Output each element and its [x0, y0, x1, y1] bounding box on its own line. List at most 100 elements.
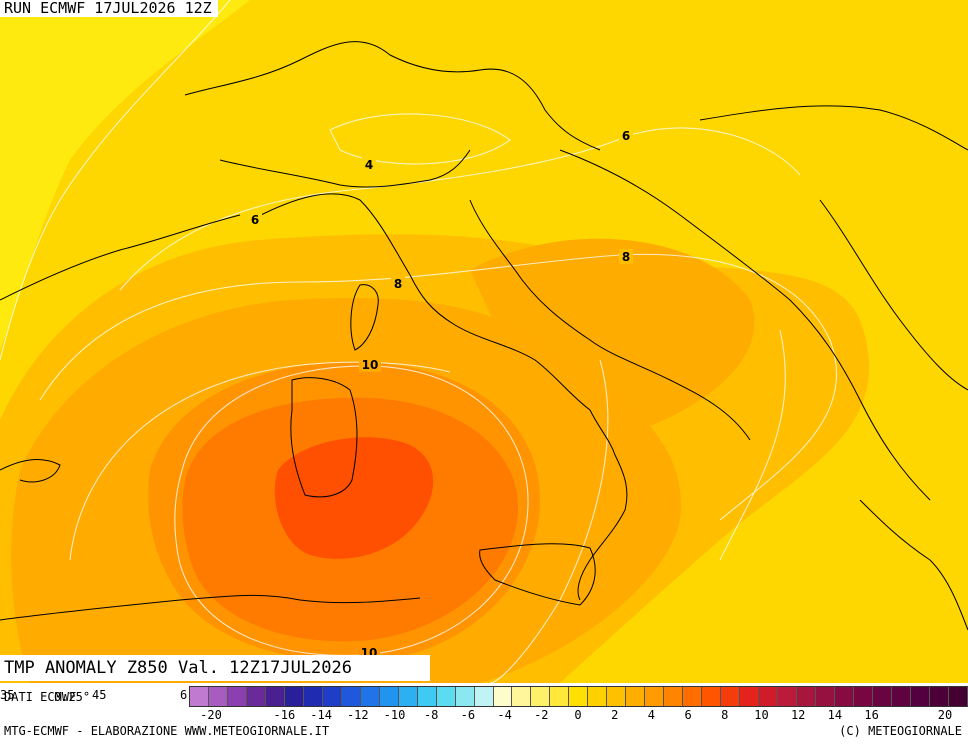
colorbar-cell [379, 687, 399, 706]
colorbar-ticks: -20 -16 -14 -12 -10 -8 -6 -4 -2 0 2 4 6 8 10 12 14 16 20 [189, 708, 968, 724]
coast-sardinia [290, 377, 358, 498]
credit-right: (C) METEOGIORNALE [839, 724, 962, 738]
coast-calabria [577, 509, 626, 601]
colorbar-tick-label: -4 [497, 708, 512, 722]
coast-corsica [350, 284, 379, 351]
colorbar-tick-label: -14 [310, 708, 332, 722]
colorbar [189, 686, 968, 707]
colorbar-cell [815, 687, 835, 706]
coast-greece [859, 499, 968, 631]
coast-sicily [479, 543, 596, 606]
colorbar-cell [303, 687, 323, 706]
coast-balearic [0, 459, 61, 483]
colorbar-tick-label: -2 [534, 708, 549, 722]
map-title: TMP ANOMALY Z850 Val. 12Z17JUL2026 [0, 655, 430, 681]
colorbar-cell [588, 687, 608, 706]
colorbar-cell [872, 687, 892, 706]
contour-line [69, 361, 451, 561]
colorbar-tick-label: 8 [721, 708, 729, 722]
credit-left: MTG-ECMWF - ELABORAZIONE WWW.METEOGIORNA… [4, 724, 330, 738]
colorbar-tick-label: 6 [684, 708, 692, 722]
colorbar-cell [778, 687, 797, 706]
colorbar-cell [626, 687, 646, 706]
colorbar-tick-label: 20 [937, 708, 953, 722]
coast-italy-west [254, 193, 628, 511]
colorbar-tick-label: 14 [827, 708, 843, 722]
colorbar-cell [360, 687, 380, 706]
colorbar-tick-label: 16 [864, 708, 879, 722]
colorbar-tick-label: -16 [273, 708, 296, 722]
colorbar-cell [607, 687, 627, 706]
contour-line [119, 127, 801, 291]
colorbar-tick-label: -6 [460, 708, 476, 722]
colorbar-cell [284, 687, 304, 706]
colorbar-tick-label: 10 [754, 708, 769, 722]
colorbar-tick-label: -10 [383, 708, 406, 722]
contour-label: 4 [365, 158, 373, 172]
coast-north-africa [0, 594, 421, 621]
anomaly-map: 4 6 6 8 8 10 10 [0, 0, 968, 683]
colorbar-cell [891, 687, 911, 706]
colorbar-cell [322, 687, 342, 706]
contour-line [0, 0, 231, 361]
contour-label: 6 [251, 213, 259, 227]
run-label: RUN ECMWF 17JUL2026 12Z [0, 0, 218, 17]
colorbar-cell [455, 687, 475, 706]
resolution-label: 0.25° [54, 690, 91, 704]
colorbar-tick-label: 0 [574, 708, 582, 722]
contour-lines [0, 0, 837, 683]
axis-cut-label: 6 [180, 688, 188, 702]
colorbar-tick-label: 4 [647, 708, 656, 722]
colorbar-cell [436, 687, 456, 706]
axis-cut-label: 45 [92, 688, 107, 702]
colorbar-tick-label: -8 [423, 708, 439, 722]
colorbar-cell [493, 687, 513, 706]
colorbar-cell [227, 687, 247, 706]
axis-cut-label: 35 [0, 688, 15, 702]
colorbar-tick-label: -20 [200, 708, 222, 722]
contour-line [174, 365, 529, 656]
border-po-valley [219, 149, 471, 188]
colorbar-cell [208, 687, 228, 706]
contour-label: 10 [362, 358, 379, 372]
border-alps [184, 41, 601, 151]
colorbar-cell [853, 687, 873, 706]
border-central-europe [699, 105, 968, 151]
colorbar-tick-label: 12 [790, 708, 806, 722]
colorbar-cell [702, 687, 722, 706]
contour-line [329, 113, 511, 165]
colorbar-cell [740, 687, 760, 706]
contour-line [489, 359, 609, 683]
data-source-label: DATI ECMWF [4, 690, 77, 704]
contour-label: 6 [622, 129, 630, 143]
colorbar-cell [569, 687, 589, 706]
colorbar-cell [797, 687, 816, 706]
border-balkans-inner [819, 199, 968, 391]
colorbar-cell [341, 687, 361, 706]
colorbar-cell [246, 687, 266, 706]
colorbar-cell [417, 687, 437, 706]
colorbar-cell [664, 687, 684, 706]
colorbar-cell [190, 687, 209, 706]
colorbar-cell [910, 687, 930, 706]
coast-balkans [559, 149, 931, 501]
colorbar-cell [645, 687, 665, 706]
contour-line [719, 329, 786, 561]
colorbar-cell [474, 687, 494, 706]
coast-italy-east [469, 199, 751, 441]
colorbar-tick-label: -12 [346, 708, 369, 722]
colorbar-cell [550, 687, 570, 706]
colorbar-cell [683, 687, 703, 706]
colorbar-cell [948, 687, 968, 706]
colorbar-cell [834, 687, 854, 706]
colorbar-cell [929, 687, 949, 706]
coast-france [0, 214, 241, 301]
contour-label: 8 [622, 250, 630, 264]
colorbar-cell [398, 687, 418, 706]
shade-band-2 [0, 0, 250, 350]
shade-band-14 [274, 437, 434, 559]
colorbar-cell [265, 687, 285, 706]
colorbar-cell [512, 687, 532, 706]
contour-label: 8 [394, 277, 402, 291]
